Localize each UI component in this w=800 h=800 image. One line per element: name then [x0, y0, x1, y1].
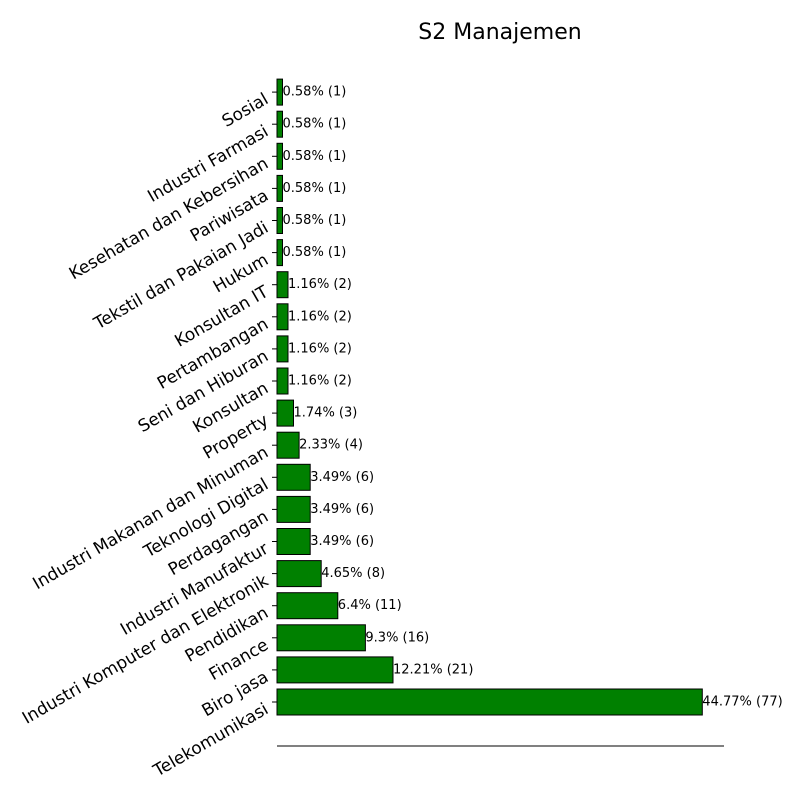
bar-6 — [276, 495, 311, 523]
bar-2 — [276, 624, 366, 652]
bar-4 — [276, 560, 322, 588]
data-label-4: 4.65% (8) — [321, 566, 385, 581]
data-label-18: 0.58% (1) — [283, 117, 347, 132]
bar-3 — [276, 592, 339, 620]
bar-12 — [276, 303, 289, 331]
data-label-15: 0.58% (1) — [283, 213, 347, 228]
data-label-12: 1.16% (2) — [288, 309, 352, 324]
bar-11 — [276, 335, 289, 363]
data-label-13: 1.16% (2) — [288, 277, 352, 292]
bar-9 — [276, 399, 294, 427]
bars-group — [276, 78, 703, 716]
data-labels-group: 44.77% (77) 12.21% (21) 9.3% (16) 6.4% (11)… — [283, 85, 783, 710]
data-label-16: 0.58% (1) — [283, 181, 347, 196]
data-label-11: 1.16% (2) — [288, 341, 352, 356]
data-label-17: 0.58% (1) — [283, 149, 347, 164]
bar-1 — [276, 656, 394, 684]
data-label-14: 0.58% (1) — [283, 245, 347, 260]
data-label-7: 3.49% (6) — [310, 470, 374, 485]
data-label-19: 0.58% (1) — [283, 85, 347, 100]
data-label-8: 2.33% (4) — [299, 438, 363, 453]
data-label-10: 1.16% (2) — [288, 374, 352, 389]
data-label-5: 3.49% (6) — [310, 534, 374, 549]
y-ticks-group — [272, 91, 277, 703]
data-label-9: 1.74% (3) — [294, 406, 358, 421]
data-label-1: 12.21% (21) — [393, 662, 473, 677]
bar-10 — [276, 367, 289, 395]
bar-0 — [276, 688, 703, 716]
data-label-3: 6.4% (11) — [338, 598, 402, 613]
bar-5 — [276, 528, 311, 555]
data-label-6: 3.49% (6) — [310, 502, 374, 517]
data-label-2: 9.3% (16) — [365, 630, 429, 645]
bar-7 — [276, 463, 311, 491]
chart-title: S2 Manajemen — [418, 20, 581, 45]
bar-8 — [276, 431, 300, 459]
bar-13 — [276, 271, 289, 299]
data-label-0: 44.77% (77) — [702, 695, 782, 710]
